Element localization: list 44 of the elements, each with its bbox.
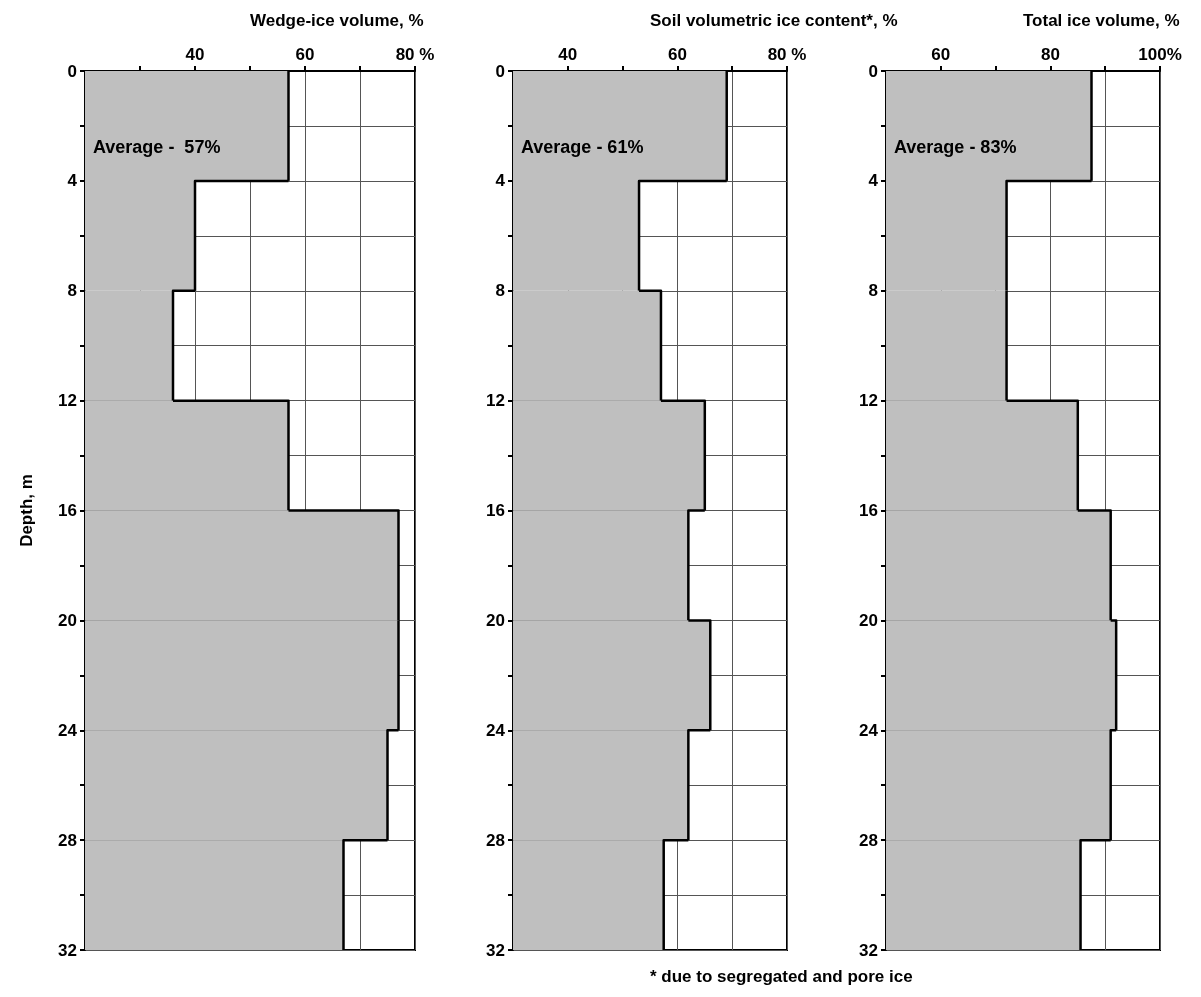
y-tick-label: 24 [58,720,78,740]
x-tick-label: 60 [667,45,687,64]
x-tick-label: 40 [185,45,205,64]
x-tick-label: 80 [1040,45,1060,64]
y-tick-label: 4 [495,171,506,191]
x-tick-label: 80 % [767,45,807,64]
chart-title: Soil volumetric ice content*, % [649,11,898,30]
chart-title: Total ice volume, % [1022,11,1180,30]
y-tick-label: 32 [58,940,77,960]
y-tick-label: 0 [868,61,878,81]
annotation: Average - 57% [93,137,221,157]
y-tick-label: 0 [67,61,77,81]
x-tick-label: 40 [558,45,578,64]
x-tick-label: 100% [1138,45,1182,64]
y-tick-label: 32 [859,940,878,960]
y-tick-label: 8 [868,281,878,301]
y-tick-label: 16 [58,501,77,520]
y-tick-label: 32 [486,940,505,960]
annotation: Average - 83% [894,137,1017,157]
x-tick-label: 60 [295,45,315,64]
y-tick-label: 28 [859,830,878,850]
x-tick-label: 60 [931,45,951,64]
y-tick-label: 20 [486,610,505,630]
y-tick-label: 12 [486,391,505,411]
y-tick-label: 16 [859,501,878,520]
y-tick-label: 0 [495,61,505,81]
y-tick-label: 20 [58,610,77,630]
y-tick-label: 4 [868,171,879,191]
x-tick-label: 80 % [395,45,435,64]
chart-title: Wedge-ice volume, % [250,11,424,30]
y-tick-label: 28 [486,830,505,850]
y-tick-label: 16 [486,501,505,520]
y-tick-label: 24 [486,720,506,740]
y-tick-label: 8 [67,281,77,301]
y-tick-label: 20 [859,610,878,630]
annotation: Average - 61% [521,137,644,157]
y-tick-label: 28 [58,830,77,850]
y-tick-label: 12 [58,391,77,411]
y-axis-title: Depth, m [17,474,36,547]
y-tick-label: 8 [495,281,505,301]
y-tick-label: 12 [859,391,878,411]
text: * due to segregated and pore ice [650,967,913,986]
y-tick-label: 24 [859,720,879,740]
y-tick-label: 4 [67,171,78,191]
